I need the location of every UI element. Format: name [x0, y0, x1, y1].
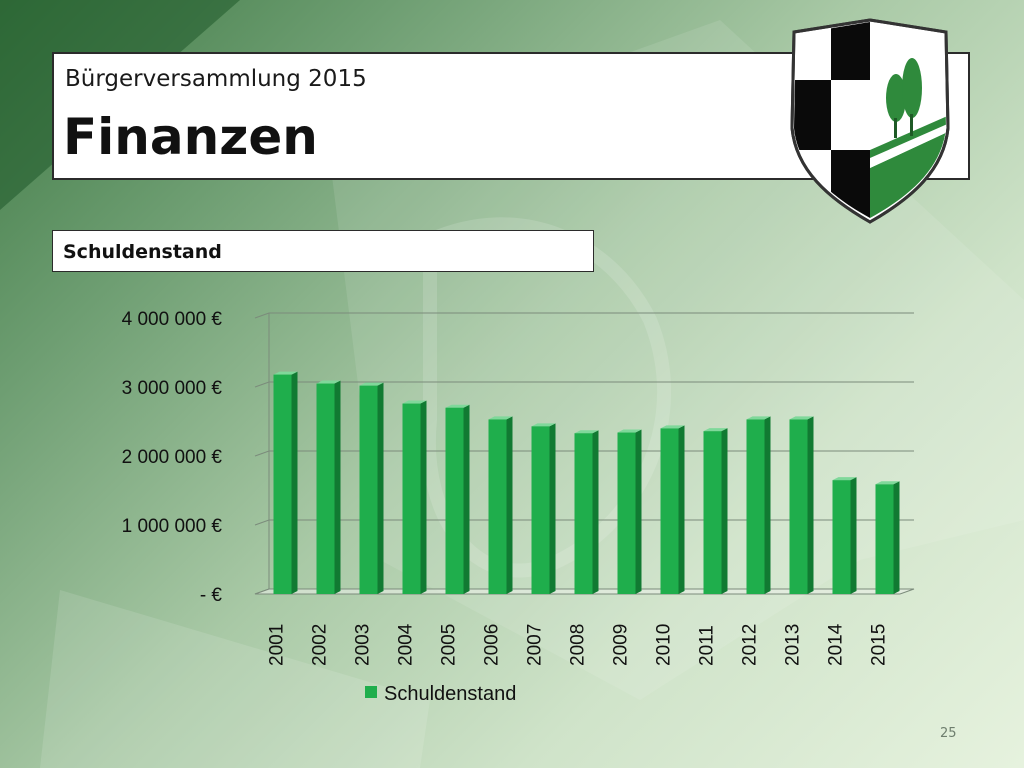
- bar-front: [832, 480, 851, 594]
- bar: [402, 400, 427, 594]
- x-tick-label: 2004: [396, 623, 417, 666]
- grid-line: [254, 312, 914, 319]
- bar-side: [463, 404, 470, 594]
- legend-label: Schuldenstand: [384, 683, 516, 705]
- bar-side: [807, 416, 814, 594]
- x-tick-label: 2009: [611, 624, 632, 666]
- y-tick-label: 2 000 000 €: [122, 447, 223, 468]
- bar-top: [660, 425, 685, 429]
- bar-front: [273, 374, 292, 594]
- bar-side: [850, 477, 857, 594]
- x-tick-label: 2001: [267, 624, 288, 666]
- bar-top: [488, 416, 513, 420]
- bar-side: [635, 429, 642, 594]
- bar-top: [746, 416, 771, 420]
- bar-top: [273, 371, 298, 375]
- bar-front: [488, 419, 507, 594]
- bar: [574, 430, 599, 594]
- bar-side: [893, 481, 900, 594]
- slide-subtitle: Bürgerversammlung 2015: [65, 66, 367, 92]
- bar-top: [402, 400, 427, 404]
- bar: [660, 425, 685, 594]
- x-tick-label: 2006: [482, 624, 503, 666]
- bar-top: [359, 382, 384, 386]
- bar-front: [574, 433, 593, 594]
- x-tick-label: 2011: [697, 625, 718, 666]
- bar: [746, 416, 771, 594]
- section-label: Schuldenstand: [63, 241, 222, 263]
- y-tick-label: 4 000 000 €: [122, 309, 223, 330]
- bar: [445, 404, 470, 594]
- x-tick-label: 2015: [869, 624, 890, 666]
- y-tick-label: 3 000 000 €: [122, 378, 223, 399]
- x-tick-label: 2008: [568, 624, 589, 666]
- legend-swatch: [365, 686, 377, 698]
- bar: [832, 477, 857, 594]
- y-axis-ticks: - € 1 000 000 € 2 000 000 € 3 000 000 € 4 00…: [122, 309, 223, 606]
- bar-side: [549, 423, 556, 594]
- bar: [316, 380, 341, 594]
- x-tick-label: 2003: [353, 624, 374, 666]
- chart-bars: [273, 371, 900, 594]
- bar: [875, 481, 900, 594]
- bar-side: [291, 371, 298, 594]
- bar-front: [531, 426, 550, 594]
- bar-front: [445, 407, 464, 594]
- y-tick-label: - €: [200, 585, 223, 606]
- page-number: 25: [940, 726, 957, 741]
- x-tick-label: 2013: [783, 624, 804, 666]
- bar-side: [721, 428, 728, 594]
- bar-top: [531, 423, 556, 427]
- bar-side: [377, 382, 384, 594]
- bar-top: [875, 481, 900, 485]
- bar-side: [420, 400, 427, 594]
- y-tick-label: 1 000 000 €: [122, 516, 223, 537]
- bar: [617, 429, 642, 594]
- grid-line: [254, 381, 914, 388]
- bar-top: [617, 429, 642, 433]
- section-header: Schuldenstand: [52, 230, 594, 272]
- bar-front: [746, 419, 765, 594]
- bar: [359, 382, 384, 594]
- bar: [273, 371, 298, 594]
- x-tick-label: 2002: [310, 624, 331, 666]
- bar-side: [592, 430, 599, 594]
- title-box: Bürgerversammlung 2015 Finanzen: [52, 52, 970, 180]
- bar-top: [703, 428, 728, 432]
- bar-front: [660, 428, 679, 594]
- x-tick-label: 2005: [439, 624, 460, 666]
- bar: [789, 416, 814, 594]
- bar-side: [678, 425, 685, 594]
- coat-of-arms-icon: [790, 18, 950, 224]
- x-tick-label: 2012: [740, 624, 761, 666]
- bar-top: [832, 477, 857, 481]
- bar-side: [764, 416, 771, 594]
- bar-top: [316, 380, 341, 384]
- bar: [488, 416, 513, 594]
- bar-side: [506, 416, 513, 594]
- bar-front: [875, 484, 894, 594]
- bar: [703, 428, 728, 594]
- bar-top: [789, 416, 814, 420]
- bar-side: [334, 380, 341, 594]
- x-axis-ticks: 2001 2002 2003 2004 2005 2006 2007 2008 2009 2010…: [267, 623, 890, 666]
- bar-top: [574, 430, 599, 434]
- bar-front: [789, 419, 808, 594]
- chart-legend: Schuldenstand: [365, 683, 516, 705]
- bar: [531, 423, 556, 594]
- x-tick-label: 2007: [525, 624, 546, 666]
- bar-front: [703, 431, 722, 594]
- bar-front: [316, 383, 335, 594]
- slide-title: Finanzen: [63, 108, 318, 166]
- x-tick-label: 2010: [654, 624, 675, 666]
- x-tick-label: 2014: [826, 623, 847, 666]
- bar-top: [445, 404, 470, 408]
- bar-front: [402, 403, 421, 594]
- bar-front: [359, 385, 378, 594]
- bar-front: [617, 432, 636, 594]
